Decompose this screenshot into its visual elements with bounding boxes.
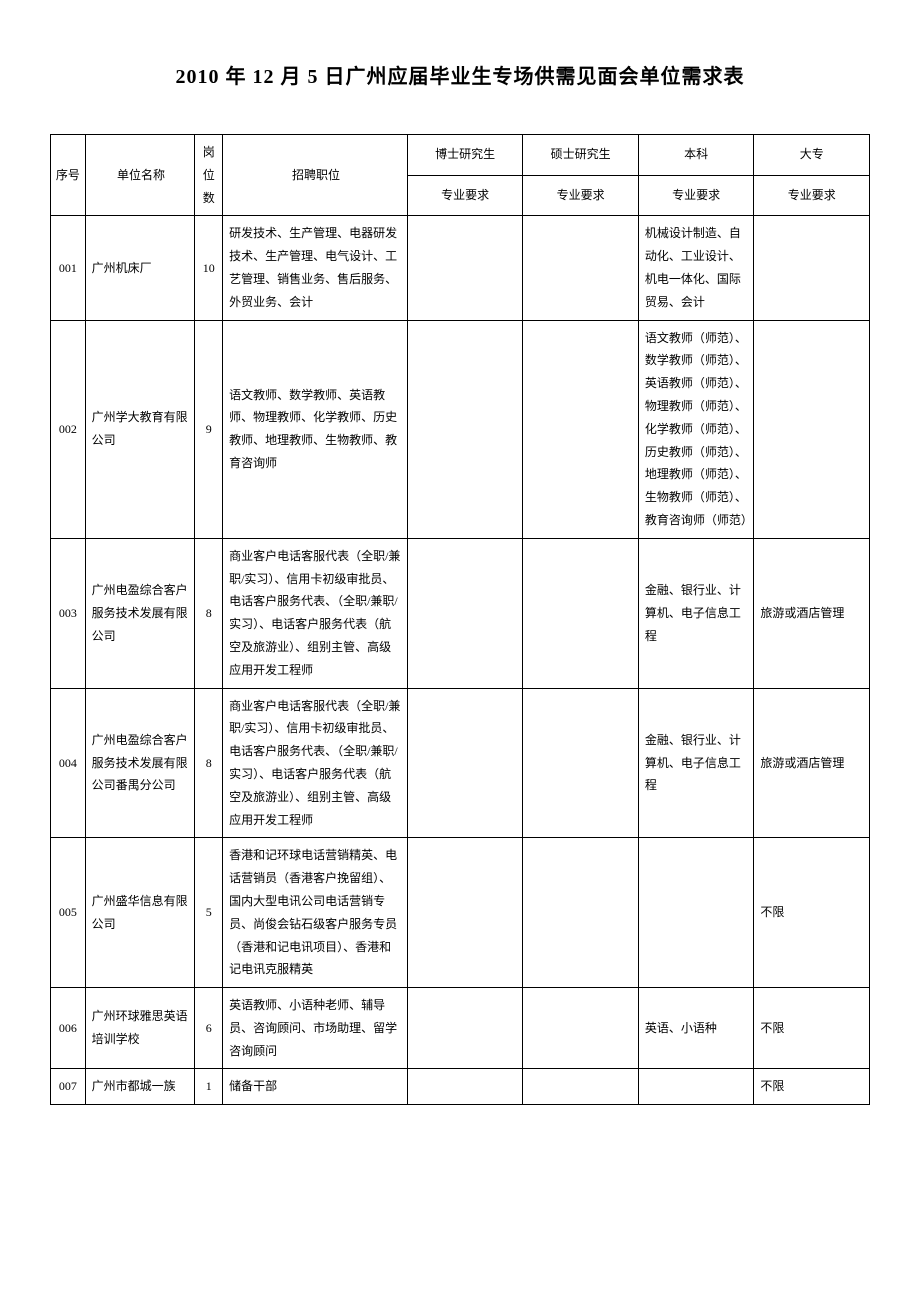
- cell-phd: [407, 838, 523, 988]
- cell-bachelor: 机械设计制造、自动化、工业设计、机电一体化、国际贸易、会计: [638, 216, 754, 320]
- table-header: 序号 单位名称 岗位数 招聘职位 博士研究生 硕士研究生 本科 大专 专业要求 …: [51, 135, 870, 216]
- cell-phd: [407, 1069, 523, 1105]
- cell-master: [523, 838, 639, 988]
- cell-seq: 002: [51, 320, 86, 538]
- cell-company: 广州市都城一族: [85, 1069, 195, 1105]
- cell-junior: [754, 216, 870, 320]
- cell-posnum: 8: [195, 688, 223, 838]
- cell-master: [523, 538, 639, 688]
- cell-position: 香港和记环球电话营销精英、电话营销员（香港客户挽留组）、国内大型电讯公司电话营销…: [223, 838, 408, 988]
- cell-seq: 005: [51, 838, 86, 988]
- header-junior-req: 专业要求: [754, 175, 870, 216]
- cell-phd: [407, 320, 523, 538]
- cell-phd: [407, 988, 523, 1069]
- cell-bachelor: 金融、银行业、计算机、电子信息工程: [638, 538, 754, 688]
- header-position: 招聘职位: [223, 135, 408, 216]
- requirements-table: 序号 单位名称 岗位数 招聘职位 博士研究生 硕士研究生 本科 大专 专业要求 …: [50, 134, 870, 1105]
- header-junior: 大专: [754, 135, 870, 176]
- cell-master: [523, 216, 639, 320]
- header-master-req: 专业要求: [523, 175, 639, 216]
- cell-bachelor: [638, 838, 754, 988]
- header-master: 硕士研究生: [523, 135, 639, 176]
- header-bachelor: 本科: [638, 135, 754, 176]
- header-seq: 序号: [51, 135, 86, 216]
- cell-phd: [407, 688, 523, 838]
- cell-junior: 不限: [754, 1069, 870, 1105]
- table-row: 001广州机床厂10研发技术、生产管理、电器研发技术、生产管理、电气设计、工艺管…: [51, 216, 870, 320]
- cell-company: 广州电盈综合客户服务技术发展有限公司: [85, 538, 195, 688]
- header-phd: 博士研究生: [407, 135, 523, 176]
- cell-position: 语文教师、数学教师、英语教师、物理教师、化学教师、历史教师、地理教师、生物教师、…: [223, 320, 408, 538]
- cell-seq: 007: [51, 1069, 86, 1105]
- cell-master: [523, 988, 639, 1069]
- cell-bachelor: [638, 1069, 754, 1105]
- cell-bachelor: 语文教师（师范）、数学教师（师范）、英语教师（师范）、物理教师（师范）、化学教师…: [638, 320, 754, 538]
- cell-posnum: 1: [195, 1069, 223, 1105]
- table-row: 005广州盛华信息有限公司5香港和记环球电话营销精英、电话营销员（香港客户挽留组…: [51, 838, 870, 988]
- cell-master: [523, 688, 639, 838]
- cell-seq: 003: [51, 538, 86, 688]
- header-posnum: 岗位数: [195, 135, 223, 216]
- cell-master: [523, 320, 639, 538]
- cell-posnum: 6: [195, 988, 223, 1069]
- cell-position: 英语教师、小语种老师、辅导员、咨询顾问、市场助理、留学咨询顾问: [223, 988, 408, 1069]
- cell-posnum: 5: [195, 838, 223, 988]
- cell-position: 商业客户电话客服代表（全职/兼职/实习）、信用卡初级审批员、电话客户服务代表、（…: [223, 688, 408, 838]
- cell-company: 广州电盈综合客户服务技术发展有限公司番禺分公司: [85, 688, 195, 838]
- header-bachelor-req: 专业要求: [638, 175, 754, 216]
- cell-junior: 不限: [754, 988, 870, 1069]
- cell-seq: 006: [51, 988, 86, 1069]
- cell-company: 广州学大教育有限公司: [85, 320, 195, 538]
- cell-position: 商业客户电话客服代表（全职/兼职/实习）、信用卡初级审批员、电话客户服务代表、（…: [223, 538, 408, 688]
- cell-phd: [407, 538, 523, 688]
- table-row: 002广州学大教育有限公司9语文教师、数学教师、英语教师、物理教师、化学教师、历…: [51, 320, 870, 538]
- cell-master: [523, 1069, 639, 1105]
- cell-junior: [754, 320, 870, 538]
- cell-posnum: 10: [195, 216, 223, 320]
- cell-seq: 004: [51, 688, 86, 838]
- page-title: 2010 年 12 月 5 日广州应届毕业生专场供需见面会单位需求表: [50, 60, 870, 89]
- cell-bachelor: 英语、小语种: [638, 988, 754, 1069]
- table-row: 007广州市都城一族1储备干部 不限: [51, 1069, 870, 1105]
- cell-junior: 旅游或酒店管理: [754, 688, 870, 838]
- table-row: 006广州环球雅思英语培训学校6英语教师、小语种老师、辅导员、咨询顾问、市场助理…: [51, 988, 870, 1069]
- header-phd-req: 专业要求: [407, 175, 523, 216]
- table-row: 004广州电盈综合客户服务技术发展有限公司番禺分公司8商业客户电话客服代表（全职…: [51, 688, 870, 838]
- table-row: 003广州电盈综合客户服务技术发展有限公司8商业客户电话客服代表（全职/兼职/实…: [51, 538, 870, 688]
- cell-junior: 不限: [754, 838, 870, 988]
- cell-company: 广州机床厂: [85, 216, 195, 320]
- cell-junior: 旅游或酒店管理: [754, 538, 870, 688]
- cell-company: 广州环球雅思英语培训学校: [85, 988, 195, 1069]
- table-body: 001广州机床厂10研发技术、生产管理、电器研发技术、生产管理、电气设计、工艺管…: [51, 216, 870, 1105]
- cell-company: 广州盛华信息有限公司: [85, 838, 195, 988]
- cell-position: 研发技术、生产管理、电器研发技术、生产管理、电气设计、工艺管理、销售业务、售后服…: [223, 216, 408, 320]
- cell-bachelor: 金融、银行业、计算机、电子信息工程: [638, 688, 754, 838]
- cell-position: 储备干部: [223, 1069, 408, 1105]
- cell-posnum: 8: [195, 538, 223, 688]
- cell-seq: 001: [51, 216, 86, 320]
- header-company: 单位名称: [85, 135, 195, 216]
- cell-posnum: 9: [195, 320, 223, 538]
- cell-phd: [407, 216, 523, 320]
